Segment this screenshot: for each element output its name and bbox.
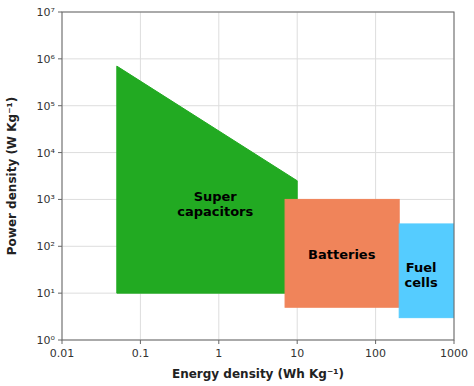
tick-y (58, 58, 62, 59)
tick-y (58, 199, 62, 200)
region-polygon (117, 66, 297, 293)
tick-label-x: 10 (290, 347, 304, 360)
region-rect (399, 224, 454, 318)
background (0, 0, 474, 386)
tick-y (58, 340, 62, 341)
tick-label-y: 10³ (37, 193, 55, 206)
tick-x (454, 340, 455, 344)
tick-x (218, 340, 219, 344)
tick-label-x: 1 (215, 347, 222, 360)
tick-x (62, 340, 63, 344)
region-label: Batteries (308, 247, 376, 262)
tick-label-y: 10⁷ (37, 6, 55, 19)
tick-label-y: 10⁶ (37, 53, 56, 66)
axes: 0.01 0.1 1 10 100 1000 10⁰ 10¹ 10² 10³ 10⁴ 10⁵ 10⁶ 10… (37, 6, 468, 360)
tick-x (375, 340, 376, 344)
grid-line-y (62, 58, 454, 59)
tick-y (58, 152, 62, 153)
regions (117, 66, 454, 318)
tick-label-x: 0.01 (50, 347, 75, 360)
tick-y (58, 246, 62, 247)
tick-x (297, 340, 298, 344)
tick-y (58, 12, 62, 13)
y-axis-label: Power density (W Kg⁻¹) (5, 97, 19, 255)
tick-label-y: 10⁰ (37, 334, 56, 347)
tick-y (58, 293, 62, 294)
tick-label-y: 10⁴ (37, 147, 56, 160)
tick-label-y: 10² (37, 240, 55, 253)
region-label: Supercapacitors (177, 189, 253, 219)
annotations: Supercapacitors Batteries Fuelcells (177, 189, 438, 290)
tick-label-x: 1000 (440, 347, 468, 360)
plot-frame (62, 12, 454, 340)
tick-label-y: 10¹ (37, 287, 55, 300)
chart: 0.01 0.1 1 10 100 1000 10⁰ 10¹ 10² 10³ 10⁴ 10⁵ 10⁶ 10… (0, 0, 474, 386)
tick-label-x: 100 (365, 347, 386, 360)
region-rect (285, 199, 399, 307)
tick-y (58, 105, 62, 106)
grid (62, 12, 454, 340)
x-axis-label: Energy density (Wh Kg⁻¹) (172, 367, 344, 381)
tick-x (140, 340, 141, 344)
region-label: Fuelcells (404, 260, 437, 290)
tick-label-y: 10⁵ (37, 100, 55, 113)
tick-label-x: 0.1 (132, 347, 150, 360)
